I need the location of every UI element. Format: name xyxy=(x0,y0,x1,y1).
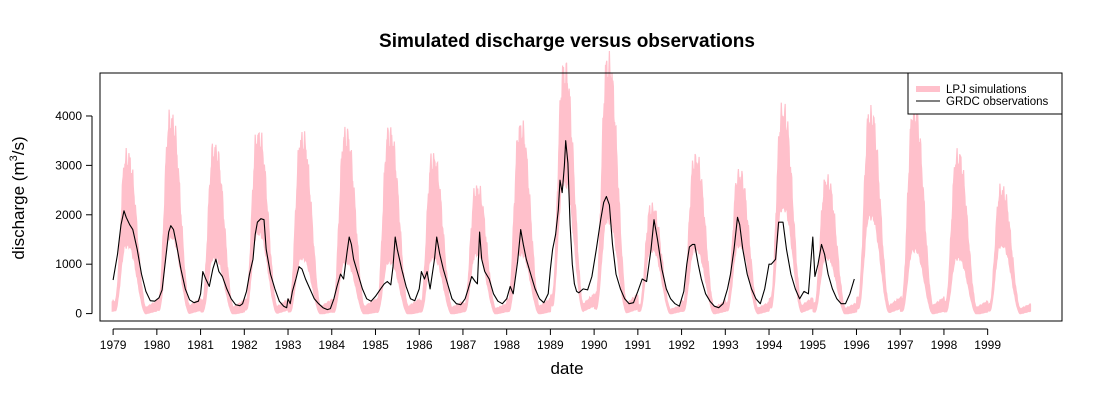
x-tick-label: 1983 xyxy=(275,338,302,352)
x-tick-label: 1984 xyxy=(318,338,345,352)
x-tick-label: 1997 xyxy=(887,338,914,352)
x-tick-label: 1996 xyxy=(843,338,870,352)
chart-title: Simulated discharge versus observations xyxy=(379,31,755,52)
y-tick-label: 2000 xyxy=(55,208,82,222)
x-tick-label: 1998 xyxy=(931,338,958,352)
x-tick-label: 1990 xyxy=(581,338,608,352)
x-tick-label: 1991 xyxy=(624,338,651,352)
grdc-observation-series xyxy=(112,140,855,311)
legend-label-grdc: GRDC observations xyxy=(946,96,1049,108)
plot-frame xyxy=(99,72,1063,322)
y-tick-label: 1000 xyxy=(55,257,82,271)
legend: LPJ simulations GRDC observations xyxy=(907,72,1063,115)
x-axis-label: date xyxy=(550,359,583,378)
y-tick-label: 0 xyxy=(75,307,82,321)
x-tick-label: 1993 xyxy=(712,338,739,352)
x-axis: 1979 1980 1981 1982 1983 1984 1985 1986 1987 1988… xyxy=(100,328,1001,352)
x-tick-label: 1982 xyxy=(231,338,258,352)
x-tick-label: 1989 xyxy=(537,338,564,352)
legend-box xyxy=(907,72,1063,115)
y-tick-label: 4000 xyxy=(55,109,82,123)
x-tick-label: 1994 xyxy=(756,338,783,352)
lpj-simulation-band xyxy=(111,50,1032,315)
x-tick-label: 1995 xyxy=(799,338,826,352)
x-tick-label: 1985 xyxy=(362,338,389,352)
x-tick-label: 1992 xyxy=(668,338,695,352)
x-tick-label: 1988 xyxy=(493,338,520,352)
x-tick-label: 1980 xyxy=(143,338,170,352)
x-tick-label: 1979 xyxy=(100,338,127,352)
y-axis: 0 1000 2000 3000 4000 xyxy=(55,109,93,321)
x-tick-label: 1981 xyxy=(187,338,214,352)
y-tick-label: 3000 xyxy=(55,158,82,172)
grdc-line xyxy=(112,140,855,311)
legend-label-lpj: LPJ simulations xyxy=(946,84,1027,96)
x-tick-label: 1987 xyxy=(450,338,477,352)
x-tick-label: 1999 xyxy=(974,338,1001,352)
y-axis-label: discharge (m3/s) xyxy=(8,136,28,259)
lpj-band xyxy=(111,50,1032,315)
x-tick-label: 1986 xyxy=(406,338,433,352)
